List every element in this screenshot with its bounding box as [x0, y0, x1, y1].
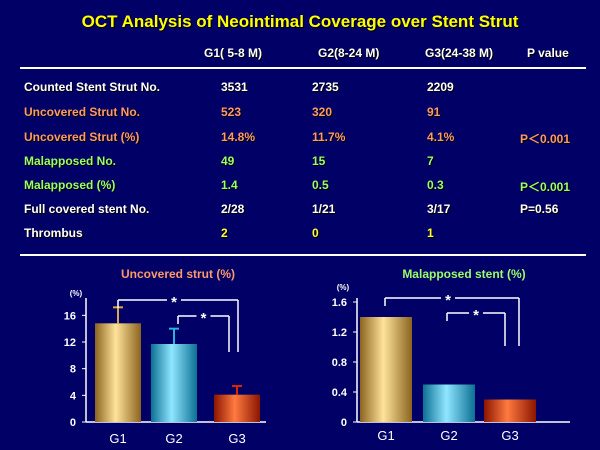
header-g3: G3(24-38 M) [425, 46, 494, 60]
table-bottom-rule [20, 254, 586, 256]
y-tick-label: 1.6 [332, 297, 347, 309]
bar-g1 [360, 317, 412, 422]
significance-gap [469, 307, 483, 319]
row-label: Malapposed (%) [24, 178, 116, 192]
category-label: G3 [228, 431, 245, 446]
cell-g1: 2 [221, 226, 228, 240]
cell-g2: 2735 [312, 80, 339, 94]
y-tick-label: 0.4 [332, 387, 348, 399]
cell-g2: 1/21 [312, 202, 336, 216]
row-label: Malapposed No. [24, 154, 117, 168]
bar-g1 [95, 323, 141, 422]
y-tick-label: 12 [64, 337, 76, 349]
cell-g3: 3/17 [427, 202, 451, 216]
bar-g2 [423, 384, 475, 422]
cell-g2: 0 [312, 226, 319, 240]
y-tick-label: 0.8 [332, 357, 347, 369]
page-title: OCT Analysis of Neointimal Coverage over… [81, 12, 519, 31]
row-label: Uncovered Strut No. [24, 105, 141, 119]
y-tick-label: 0 [341, 417, 347, 429]
header-g2: G2(8-24 M) [318, 46, 380, 60]
significance-label: * [473, 307, 479, 324]
cell-p-value: P＜0.001 [520, 180, 571, 194]
y-unit-label: (%) [337, 283, 350, 292]
row-label: Counted Stent Strut No. [24, 80, 160, 94]
category-label: G1 [377, 428, 394, 443]
y-tick-label: 0 [70, 417, 76, 429]
cell-g3: 4.1% [427, 130, 455, 144]
bar-g3 [214, 394, 260, 422]
cell-g1: 2/28 [221, 202, 245, 216]
table-row: Uncovered Strut No. 523 320 91 [0, 105, 600, 125]
cell-g1: 49 [221, 154, 235, 168]
cell-p-value: P＜0.001 [520, 132, 571, 146]
cell-g3: 1 [427, 226, 434, 240]
chart-title: Malapposed stent (%) [402, 267, 525, 281]
y-tick-label: 8 [70, 364, 76, 376]
category-label: G1 [109, 431, 126, 446]
cell-g3: 91 [427, 105, 441, 119]
cell-p-value: P=0.56 [520, 202, 559, 216]
significance-gap [167, 294, 181, 306]
significance-gap [196, 310, 211, 322]
bar-g3 [484, 399, 536, 422]
category-label: G2 [440, 428, 457, 443]
cell-g1: 523 [221, 105, 242, 119]
table-row: Uncovered Strut (%) 14.8% 11.7% 4.1% P＜0.001 [0, 130, 600, 150]
row-label: Thrombus [24, 226, 83, 240]
cell-g1: 14.8% [221, 130, 256, 144]
table-row: Counted Stent Strut No. 3531 2735 2209 [0, 80, 600, 100]
category-label: G3 [501, 428, 518, 443]
y-tick-label: 4 [70, 390, 77, 402]
significance-gap [441, 292, 455, 304]
cell-g3: 2209 [427, 80, 454, 94]
table-row: Malapposed (%) 1.4 0.5 0.3 P＜0.001 [0, 178, 600, 198]
table-row: Malapposed No. 49 15 7 [0, 154, 600, 174]
cell-g3: 0.3 [427, 178, 444, 192]
cell-g2: 0.5 [312, 178, 329, 192]
cell-g1: 1.4 [221, 178, 238, 192]
header-g1: G1( 5-8 M) [204, 46, 263, 60]
y-tick-label: 16 [64, 310, 76, 322]
cell-g2: 15 [312, 154, 326, 168]
y-unit-label: (%) [70, 289, 83, 298]
cell-g2: 320 [312, 105, 333, 119]
row-label: Uncovered Strut (%) [24, 130, 140, 144]
row-label: Full covered stent No. [24, 202, 150, 216]
cell-g2: 11.7% [312, 130, 346, 144]
cell-g3: 7 [427, 154, 434, 168]
significance-label: * [201, 310, 207, 327]
table-top-rule [20, 67, 586, 69]
category-label: G2 [165, 431, 182, 446]
y-tick-label: 1.2 [332, 327, 347, 339]
cell-g1: 3531 [221, 80, 248, 94]
significance-label: * [445, 292, 451, 309]
table-row: Full covered stent No. 2/28 1/21 3/17 P=0.56 [0, 202, 600, 222]
chart-title: Uncovered strut (%) [121, 267, 235, 281]
significance-label: * [171, 294, 177, 311]
bar-g2 [151, 344, 197, 422]
header-p-value: P value [527, 46, 569, 60]
table-row: Thrombus 2 0 1 [0, 226, 600, 246]
